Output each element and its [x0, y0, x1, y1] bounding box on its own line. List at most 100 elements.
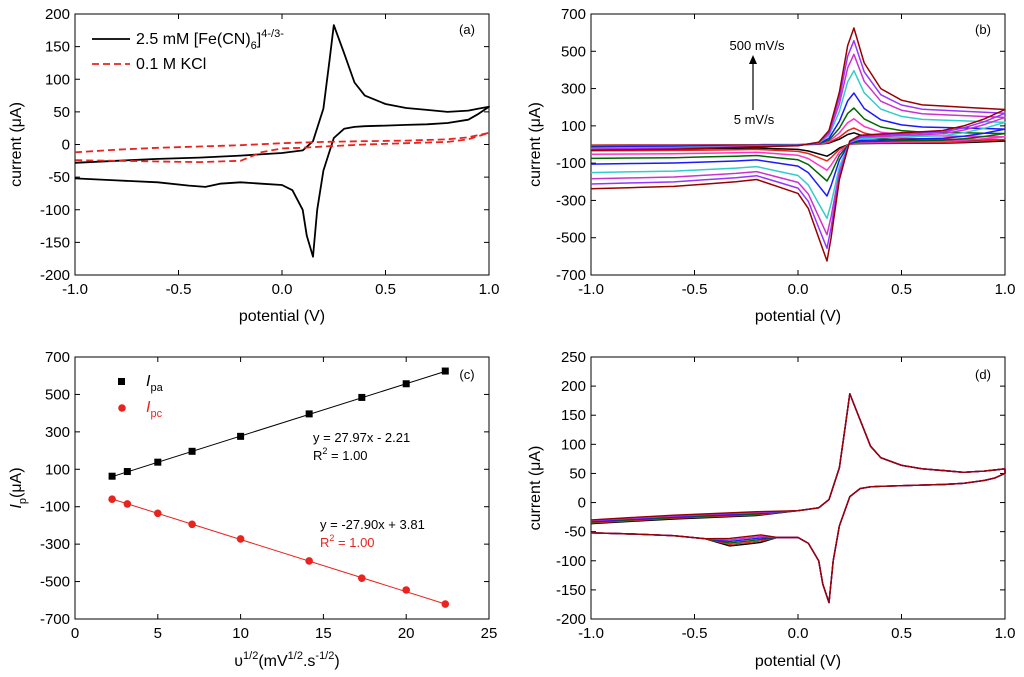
y-tick-label: -500 — [40, 574, 70, 591]
panel-c: 0 5 10 15 20 25 -700 -500 -300 -100 100 300 500 700 Ip… — [8, 349, 497, 670]
xlabel-sup: 1/2 — [243, 650, 258, 662]
data-point-ipc — [402, 586, 411, 594]
legend-text: 0.1 M KCl — [136, 56, 206, 73]
y-tick-label: 150 — [45, 39, 70, 56]
data-point-ipa — [402, 380, 410, 388]
y-tick-label: -200 — [556, 611, 586, 628]
x-tick-label: 10 — [232, 625, 249, 642]
data-point-ipc — [123, 500, 132, 508]
panel-label: (c) — [459, 367, 474, 382]
r2-end: = 1.00 — [327, 448, 367, 463]
legend-text: 2.5 mM [Fe(CN) — [136, 31, 251, 48]
y-tick-label: -500 — [556, 230, 586, 247]
y-axis-label: Ip(μA) — [8, 467, 29, 508]
data-point-ipc — [236, 535, 245, 543]
legend: 2.5 mM [Fe(CN)6]4-/3- 0.1 M KCl — [92, 28, 284, 73]
y-tick-label: 150 — [561, 407, 586, 424]
scan-rate-curve — [590, 92, 1006, 197]
ylabel-base: I — [8, 504, 25, 509]
y-tick-label: 700 — [561, 6, 586, 23]
panel-label: (a) — [459, 22, 475, 37]
fit-equation: y = -27.90x + 3.81 — [320, 517, 425, 532]
x-tick-label: 0.5 — [891, 281, 912, 298]
y-tick-label: 0 — [578, 495, 586, 512]
y-tick-label: -100 — [40, 499, 70, 516]
repeat-scan-curve — [590, 393, 1006, 604]
fit-r2: R2 = 1.00 — [320, 533, 375, 550]
panel-label: (b) — [975, 22, 991, 37]
y-tick-label: 700 — [45, 349, 70, 366]
repeat-scan-curve — [590, 393, 1006, 604]
data-point-ipa — [441, 367, 449, 375]
y-axis-label: current (μA) — [8, 102, 25, 187]
y-tick-label: -100 — [40, 202, 70, 219]
r2-sup: 2 — [329, 533, 334, 543]
xlabel-base: υ — [234, 653, 243, 670]
x-tick-label: 0.5 — [891, 625, 912, 642]
ylabel-sub: p — [17, 498, 29, 504]
data-point-ipa — [123, 468, 131, 476]
legend-sub: 6 — [251, 40, 257, 52]
y-tick-label: 50 — [569, 465, 586, 482]
panel-d: -1.0 -0.5 0.0 0.5 1.0 -200 -150 -100 -50 0 50 100 15… — [527, 349, 1015, 670]
x-axis-label: potential (V) — [239, 308, 325, 325]
series-line — [74, 131, 490, 163]
series-line — [74, 24, 490, 258]
x-tick-label: 0.0 — [788, 281, 809, 298]
data-point-ipa — [188, 447, 196, 455]
x-tick-label: 0 — [71, 625, 79, 642]
y-tick-label: -300 — [40, 536, 70, 553]
x-tick-label: -0.5 — [682, 281, 708, 298]
legend-sup: 4-/3- — [261, 28, 284, 40]
data-point-ipc — [108, 495, 116, 504]
data-point-ipc — [305, 557, 313, 565]
y-tick-label: 100 — [45, 461, 70, 478]
r2-base: R — [313, 448, 322, 463]
x-tick-label: 0.0 — [788, 625, 809, 642]
legend-text: I — [146, 399, 151, 416]
y-tick-label: 250 — [561, 349, 586, 366]
data-point-ipc — [441, 600, 450, 608]
x-tick-label: -1.0 — [62, 281, 88, 298]
y-axis-label: current (μA) — [527, 446, 544, 531]
scan-rate-curve — [590, 107, 1006, 182]
y-tick-label: -300 — [556, 192, 586, 209]
y-tick-label: 500 — [561, 43, 586, 60]
legend-marker — [118, 378, 125, 385]
panel-b: -1.0 -0.5 0.0 0.5 1.0 -700 -500 -300 -100 100 300 5… — [527, 6, 1015, 325]
legend-label: Ipc — [146, 399, 163, 420]
y-tick-label: 200 — [45, 6, 70, 23]
fit-line — [111, 370, 446, 478]
y-tick-label: -50 — [48, 169, 70, 186]
x-tick-label: 15 — [315, 625, 332, 642]
y-tick-label: 0 — [62, 137, 70, 154]
x-tick-label: 5 — [154, 625, 162, 642]
y-tick-label: -200 — [40, 267, 70, 284]
ylabel-end: (μA) — [8, 467, 25, 498]
x-tick-label: -0.5 — [682, 625, 708, 642]
arrow-head — [749, 55, 757, 64]
legend-sub: pc — [150, 408, 162, 420]
data-point-ipc — [154, 509, 162, 518]
data-point-ipa — [237, 432, 245, 440]
data-point-ipa — [305, 410, 313, 418]
y-tick-label: -100 — [556, 155, 586, 172]
legend-label: 2.5 mM [Fe(CN)6]4-/3- — [136, 28, 284, 52]
legend-label: 0.1 M KCl — [136, 56, 206, 73]
x-tick-label: 25 — [481, 625, 498, 642]
scan-rate-curve — [590, 69, 1006, 220]
y-tick-label: -150 — [556, 582, 586, 599]
fit-line — [111, 498, 446, 605]
y-tick-label: 100 — [45, 71, 70, 88]
y-tick-label: -150 — [40, 234, 70, 251]
repeat-scan-curve — [590, 393, 1006, 604]
x-tick-label: 0.0 — [272, 281, 293, 298]
annotation-bottom: 5 mV/s — [734, 112, 775, 127]
r2-end: = 1.00 — [334, 535, 374, 550]
y-axis-label: current (μA) — [527, 102, 544, 187]
repeat-scan-curve — [590, 393, 1006, 604]
x-tick-label: -0.5 — [166, 281, 192, 298]
legend-label: Ipa — [146, 373, 164, 394]
y-tick-label: -50 — [564, 524, 586, 541]
plot-frame — [74, 356, 490, 620]
